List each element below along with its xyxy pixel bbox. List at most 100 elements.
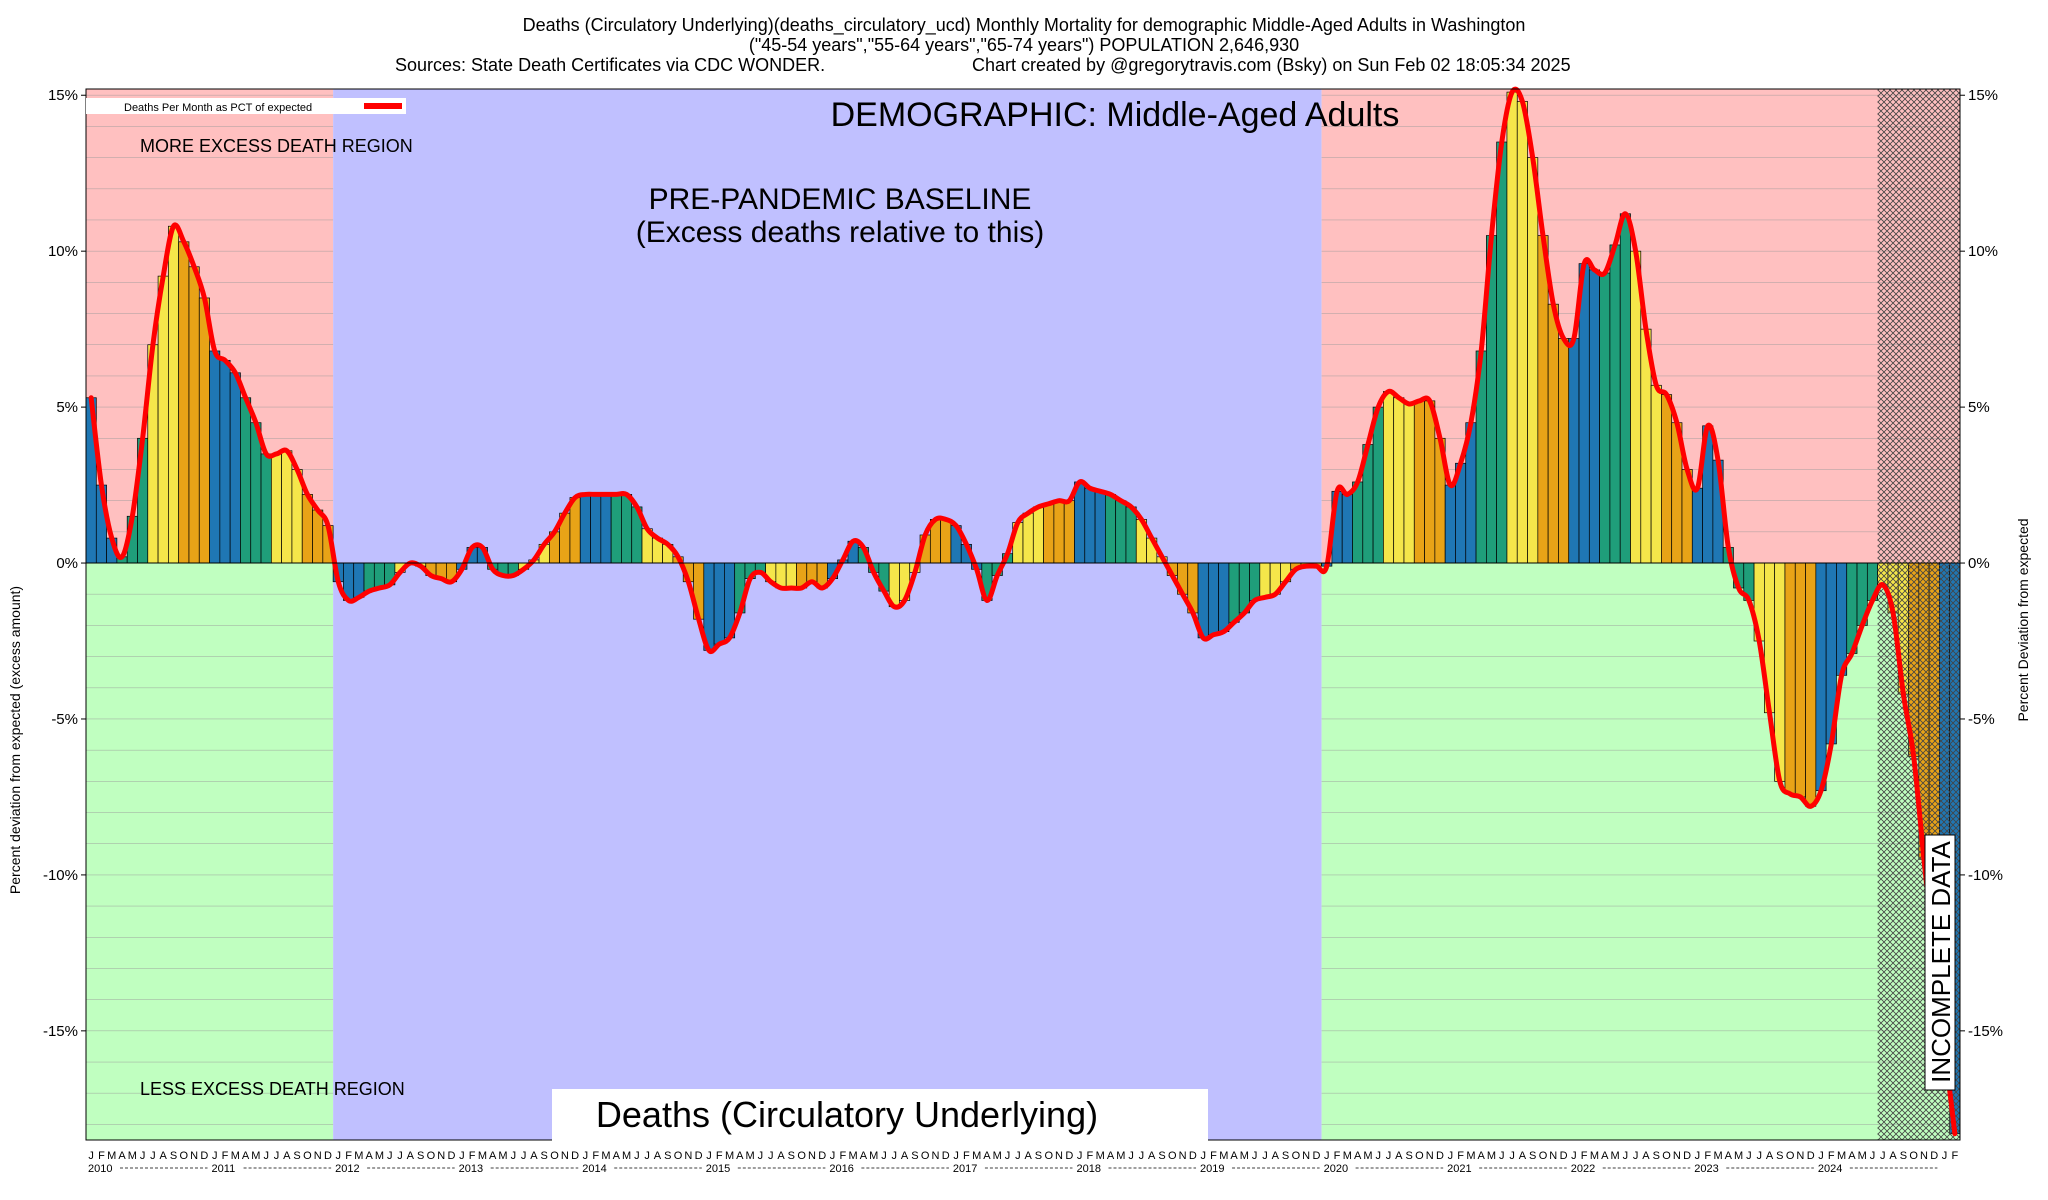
x-month-label: M bbox=[849, 1150, 858, 1162]
x-month-label: A bbox=[1519, 1150, 1527, 1162]
y-tick-label-left: -10% bbox=[43, 867, 78, 884]
chart-title-line2: ("45-54 years","55-64 years","65-74 year… bbox=[748, 35, 1300, 55]
y-tick-label-left: 15% bbox=[48, 87, 78, 104]
bar bbox=[1805, 562, 1817, 807]
x-month-label: J bbox=[1252, 1150, 1258, 1162]
x-month-label: A bbox=[777, 1150, 785, 1162]
x-month-label: A bbox=[1354, 1150, 1362, 1162]
x-month-label: O bbox=[427, 1150, 436, 1162]
less-excess-region-label: LESS EXCESS DEATH REGION bbox=[140, 1079, 405, 1099]
x-year-label: 2013 bbox=[459, 1163, 483, 1175]
gridlines bbox=[86, 94, 1960, 1125]
bar bbox=[1558, 338, 1570, 564]
y-tick-label-left: 0% bbox=[56, 555, 78, 572]
bar bbox=[1794, 562, 1806, 798]
bar bbox=[312, 509, 324, 564]
x-month-label: J bbox=[511, 1150, 517, 1162]
bar bbox=[1074, 481, 1086, 564]
trend-line bbox=[88, 86, 1958, 1137]
x-month-label: O bbox=[1786, 1150, 1795, 1162]
x-month-label: J bbox=[881, 1150, 887, 1162]
x-month-label: J bbox=[953, 1150, 959, 1162]
x-month-label: J bbox=[150, 1150, 156, 1162]
bar bbox=[610, 494, 622, 564]
x-month-label: A bbox=[489, 1150, 497, 1162]
x-month-label: O bbox=[303, 1150, 312, 1162]
x-month-label: J bbox=[1005, 1150, 1011, 1162]
x-month-label: A bbox=[1601, 1150, 1609, 1162]
x-month-label: M bbox=[1713, 1150, 1722, 1162]
x-year-label: 2014 bbox=[582, 1163, 606, 1175]
chart-credit: Chart created by @gregorytravis.com (Bsk… bbox=[972, 55, 1571, 75]
y-axis-label-right: Percent Deviation from expected bbox=[2015, 518, 2031, 721]
x-month-label: S bbox=[1776, 1150, 1783, 1162]
x-month-label: M bbox=[1590, 1150, 1599, 1162]
x-month-label: S bbox=[170, 1150, 177, 1162]
demographic-label: DEMOGRAPHIC: Middle-Aged Adults bbox=[831, 96, 1400, 134]
bar bbox=[1259, 562, 1271, 598]
x-month-label: J bbox=[1375, 1150, 1381, 1162]
x-month-label: S bbox=[1405, 1150, 1412, 1162]
x-month-label: J bbox=[758, 1150, 764, 1162]
bar bbox=[188, 266, 200, 564]
bar bbox=[353, 562, 365, 598]
bar bbox=[1516, 101, 1528, 564]
bar bbox=[1836, 562, 1848, 676]
x-month-label: S bbox=[541, 1150, 548, 1162]
x-month-label: O bbox=[674, 1150, 683, 1162]
x-month-label: M bbox=[622, 1150, 631, 1162]
x-month-label: M bbox=[1487, 1150, 1496, 1162]
legend-label: Deaths Per Month as PCT of expected bbox=[124, 102, 312, 114]
x-month-label: O bbox=[1662, 1150, 1671, 1162]
x-month-label: M bbox=[1240, 1150, 1249, 1162]
x-month-label: N bbox=[1055, 1150, 1063, 1162]
x-month-label: S bbox=[293, 1150, 300, 1162]
x-month-label: F bbox=[469, 1150, 476, 1162]
trend-line-path bbox=[88, 86, 1958, 1137]
bar bbox=[270, 453, 282, 564]
x-month-label: J bbox=[1386, 1150, 1392, 1162]
x-month-label: M bbox=[746, 1150, 755, 1162]
x-month-label: J bbox=[768, 1150, 774, 1162]
x-month-label: J bbox=[1756, 1150, 1762, 1162]
x-month-label: J bbox=[1571, 1150, 1577, 1162]
x-year-label: 2020 bbox=[1324, 1163, 1348, 1175]
x-month-label: N bbox=[1179, 1150, 1187, 1162]
x-month-label: N bbox=[1673, 1150, 1681, 1162]
legend-box bbox=[86, 98, 406, 114]
x-month-label: A bbox=[365, 1150, 373, 1162]
bar bbox=[229, 372, 241, 564]
x-month-label: O bbox=[1415, 1150, 1424, 1162]
x-month-label: J bbox=[1128, 1150, 1134, 1162]
x-year-label: 2024 bbox=[1818, 1163, 1842, 1175]
x-month-label: D bbox=[1930, 1150, 1938, 1162]
x-month-label: J bbox=[1262, 1150, 1268, 1162]
bar bbox=[198, 297, 210, 564]
x-month-label: F bbox=[1334, 1150, 1341, 1162]
x-month-label: J bbox=[1746, 1150, 1752, 1162]
x-year-label: 2023 bbox=[1694, 1163, 1718, 1175]
less-excess-region-post bbox=[1321, 563, 1960, 1140]
x-month-label: F bbox=[1087, 1150, 1094, 1162]
x-month-label: M bbox=[251, 1150, 260, 1162]
x-month-label: A bbox=[118, 1150, 126, 1162]
x-month-label: J bbox=[1818, 1150, 1824, 1162]
x-month-label: M bbox=[601, 1150, 610, 1162]
y-tick-label-left: -15% bbox=[43, 1023, 78, 1040]
x-month-label: O bbox=[797, 1150, 806, 1162]
x-month-label: F bbox=[98, 1150, 105, 1162]
x-month-label: D bbox=[1312, 1150, 1320, 1162]
x-year-label: 2012 bbox=[335, 1163, 359, 1175]
x-month-label: J bbox=[1448, 1150, 1454, 1162]
x-month-label: S bbox=[1158, 1150, 1165, 1162]
x-month-label: S bbox=[1900, 1150, 1907, 1162]
x-month-label: F bbox=[839, 1150, 846, 1162]
bar bbox=[1506, 91, 1518, 564]
x-month-label: F bbox=[1457, 1150, 1464, 1162]
bar bbox=[1383, 391, 1395, 564]
bar bbox=[250, 422, 262, 564]
x-month-label: J bbox=[1324, 1150, 1330, 1162]
bar bbox=[1588, 269, 1600, 564]
x-month-label: S bbox=[417, 1150, 424, 1162]
